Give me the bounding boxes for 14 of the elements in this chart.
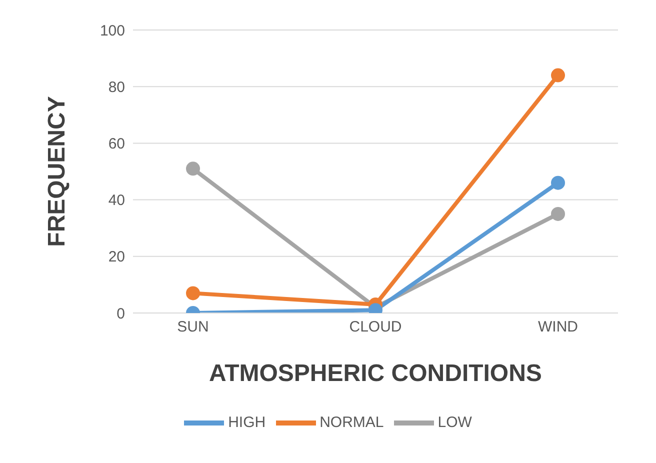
y-tick-label: 80 bbox=[108, 78, 125, 96]
y-tick-label: 20 bbox=[108, 248, 125, 266]
legend-label: HIGH bbox=[228, 414, 266, 431]
y-tick-label: 60 bbox=[108, 136, 125, 153]
x-tick-label: SUN bbox=[177, 318, 209, 336]
x-tick-label: WIND bbox=[538, 318, 578, 336]
x-tick-label: CLOUD bbox=[349, 318, 402, 336]
y-axis-title: FREQUENCY bbox=[44, 96, 71, 247]
x-axis-title: ATMOSPHERIC CONDITIONS bbox=[209, 360, 542, 387]
legend-label: NORMAL bbox=[320, 414, 384, 431]
y-tick-label: 0 bbox=[116, 305, 125, 322]
y-tick-label: 100 bbox=[100, 22, 125, 40]
legend-label: LOW bbox=[438, 414, 472, 431]
y-tick-label: 40 bbox=[108, 192, 125, 210]
